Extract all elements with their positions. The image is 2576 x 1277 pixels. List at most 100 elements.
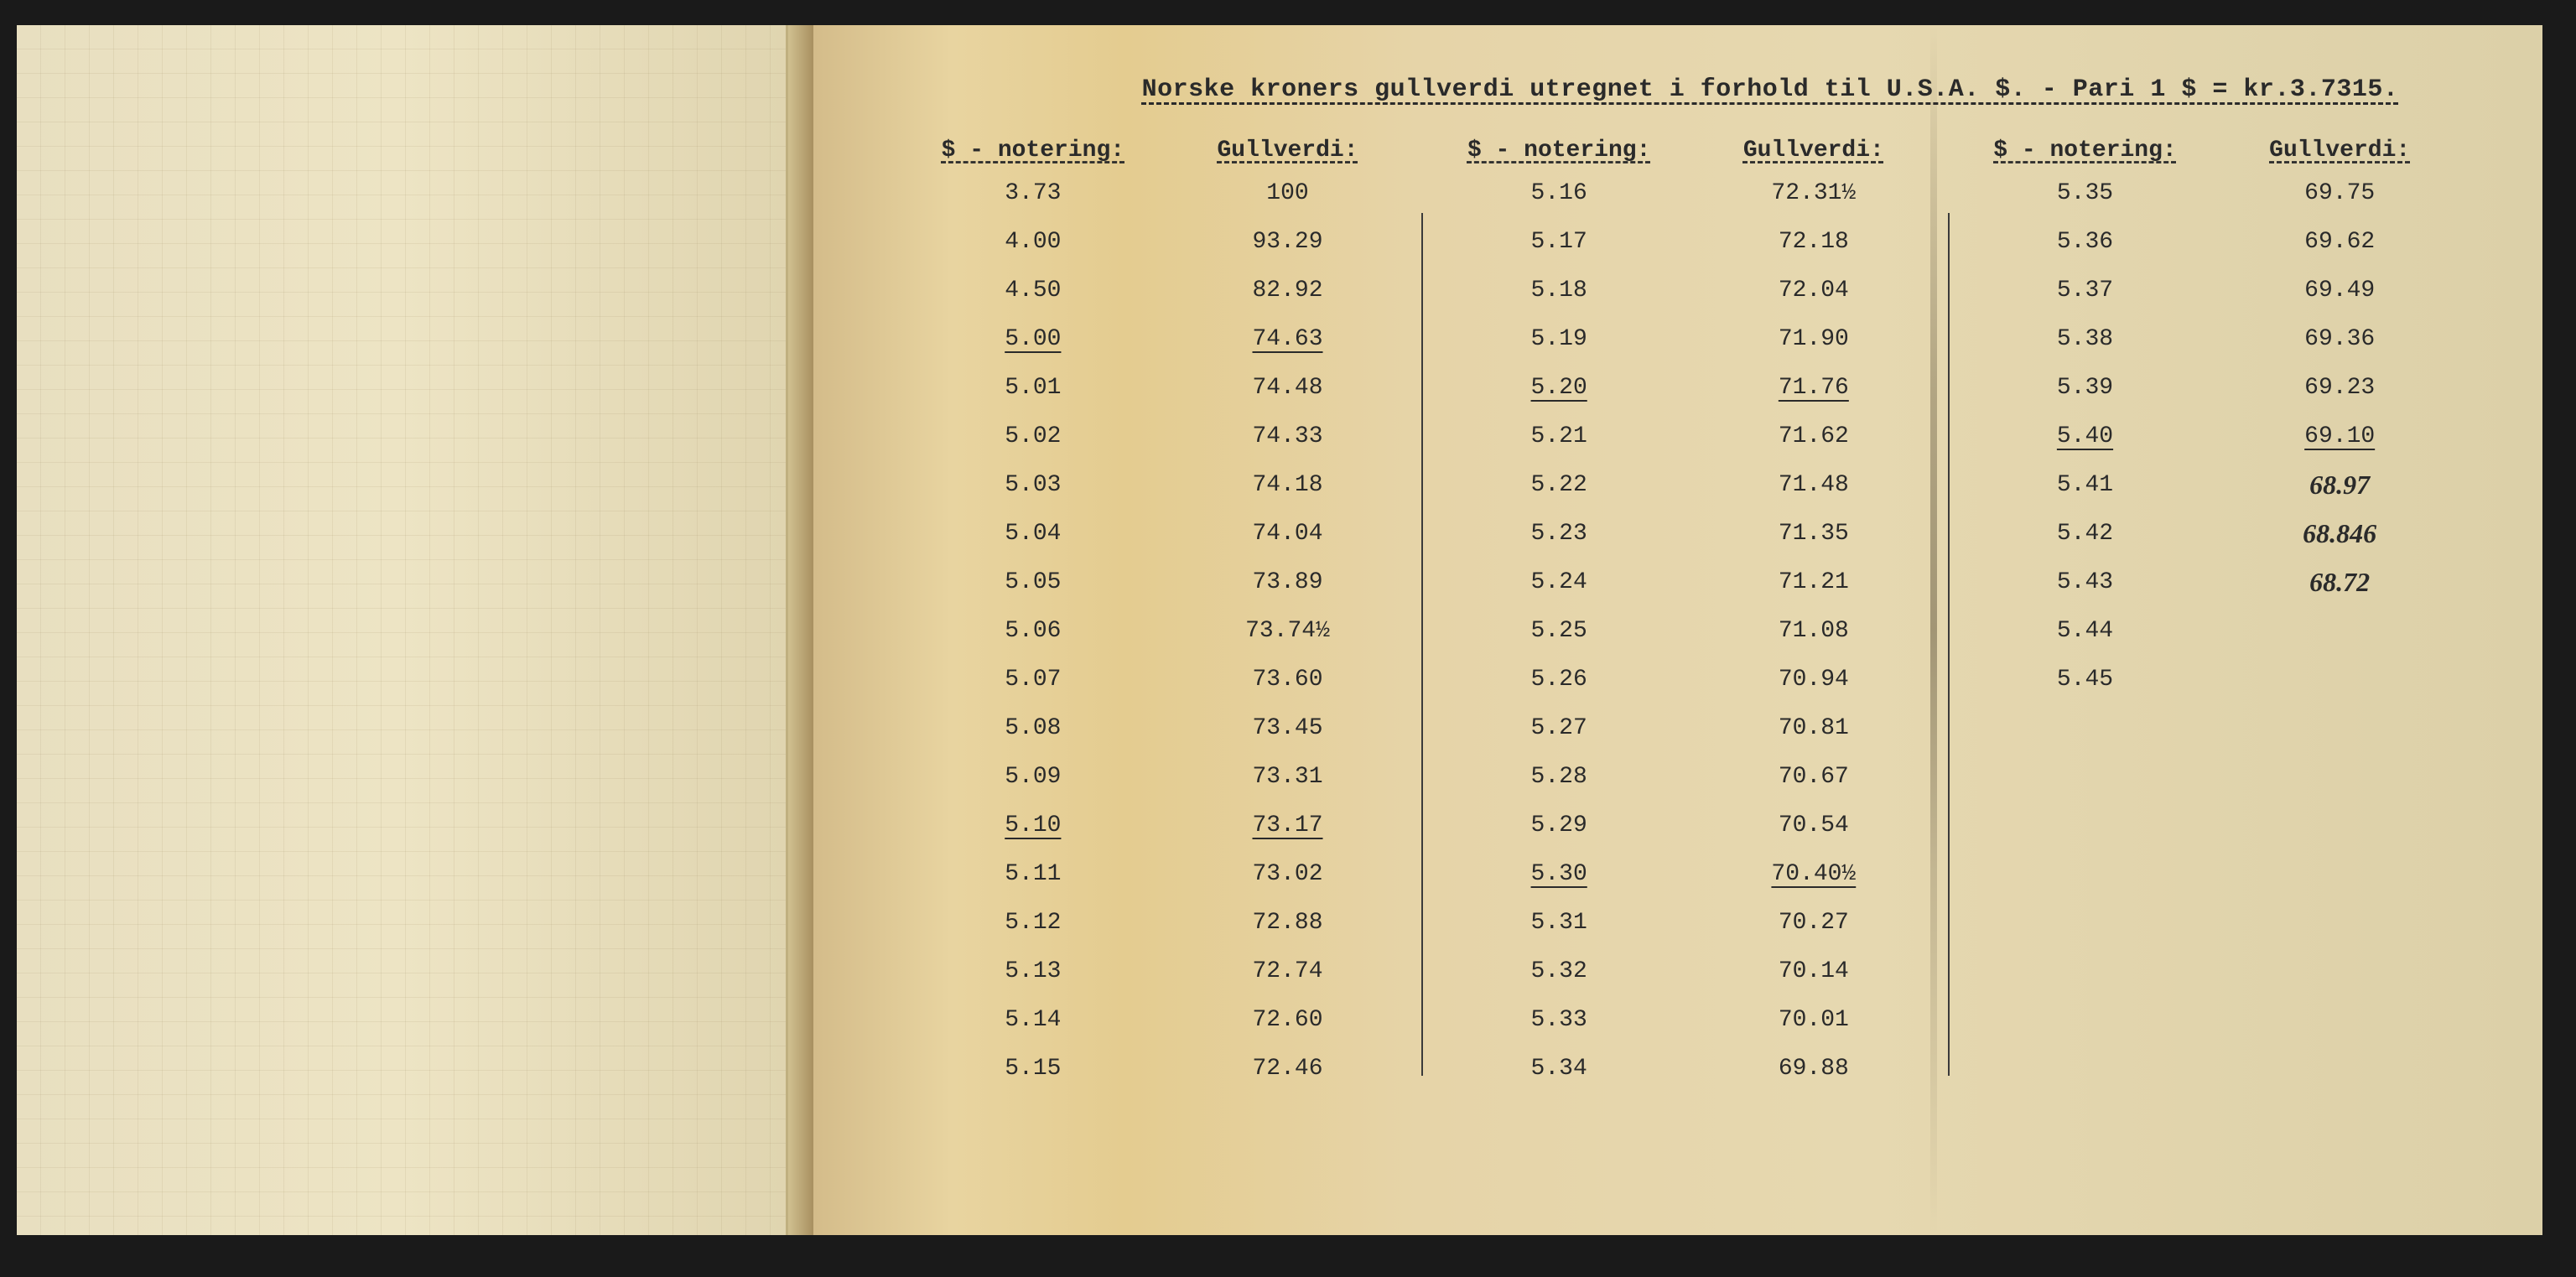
table-row: 5.27 70.81 <box>1448 703 1924 752</box>
cell-notering: 5.18 <box>1448 278 1670 304</box>
table-row: 5.39 69.23 <box>1975 363 2450 412</box>
table-row: 5.0573.89 <box>922 558 1398 606</box>
table-row: 5.0873.45 <box>922 703 1398 752</box>
cell-notering: 5.19 <box>1448 326 1670 352</box>
cell-notering: 5.04 <box>922 521 1144 547</box>
cell-gullverdi: 72.04 <box>1703 278 1924 304</box>
cell-notering: 5.26 <box>1448 667 1670 693</box>
column-group: $ - notering:Gullverdi:3.731004.0093.294… <box>897 138 1423 1093</box>
header-gullverdi: Gullverdi: <box>2229 138 2450 164</box>
cell-notering: 5.00 <box>922 326 1144 352</box>
cell-gullverdi: 73.74½ <box>1177 618 1399 644</box>
cell-notering: 5.12 <box>922 910 1144 936</box>
table-row: 5.1971.90 <box>1448 314 1924 363</box>
table-row: 5.4268.846 <box>1975 509 2450 558</box>
cell-gullverdi: 71.21 <box>1703 569 1924 595</box>
cell-gullverdi: 71.76 <box>1703 375 1924 401</box>
cell-gullverdi: 71.08 <box>1703 618 1924 644</box>
cell-gullverdi: 69.23 <box>2229 375 2450 401</box>
table-row: 5.3070.40½ <box>1448 849 1924 898</box>
cell-gullverdi: 69.62 <box>2229 229 2450 255</box>
cell-notering: 5.21 <box>1448 423 1670 449</box>
table-row: 5.2970.54 <box>1448 801 1924 849</box>
cell-gullverdi: 74.33 <box>1177 423 1399 449</box>
column-group: $ - notering:Gullverdi:5.1672.31½5.1772.… <box>1423 138 1949 1093</box>
cell-notering: 5.43 <box>1975 569 2196 595</box>
cell-notering: 5.32 <box>1448 958 1670 984</box>
right-table-page: Norske kroners gullverdi utregnet i forh… <box>813 25 2542 1235</box>
header-notering: $ - notering: <box>922 138 1144 164</box>
cell-gullverdi: 73.02 <box>1177 861 1399 887</box>
table-row: 4.5082.92 <box>922 266 1398 314</box>
table-row: 5.2371.35 <box>1448 509 1924 558</box>
cell-notering: 5.05 <box>922 569 1144 595</box>
header-gullverdi: Gullverdi: <box>1177 138 1399 164</box>
cell-gullverdi: 93.29 <box>1177 229 1399 255</box>
cell-notering: 5.44 <box>1975 618 2196 644</box>
table-row: 5.15 72.46 <box>922 1044 1398 1093</box>
table-row: 5.2571.08 <box>1448 606 1924 655</box>
cell-gullverdi: 70.81 <box>1703 715 1924 741</box>
cell-gullverdi: 68.846 <box>2229 518 2450 549</box>
cell-gullverdi: 73.31 <box>1177 764 1399 790</box>
cell-gullverdi: 74.48 <box>1177 375 1399 401</box>
table-row: 5.13 72.74 <box>922 947 1398 995</box>
cell-gullverdi: 100 <box>1177 180 1399 206</box>
table-row: 5.36 69.62 <box>1975 217 2450 266</box>
cell-notering: 3.73 <box>922 180 1144 206</box>
cell-notering: 5.17 <box>1448 229 1670 255</box>
table-row: 5.26 70.94 <box>1448 655 1924 703</box>
table-row: 5.0973.31 <box>922 752 1398 801</box>
cell-gullverdi: 82.92 <box>1177 278 1399 304</box>
table-row: 5.35 69.75 <box>1975 169 2450 217</box>
table-row: 5.3270.14 <box>1448 947 1924 995</box>
cell-notering: 5.38 <box>1975 326 2196 352</box>
cell-gullverdi: 70.94 <box>1703 667 1924 693</box>
cell-notering: 5.15 <box>922 1056 1144 1082</box>
cell-gullverdi: 73.60 <box>1177 667 1399 693</box>
cell-gullverdi: 68.97 <box>2229 470 2450 501</box>
cell-gullverdi: 73.45 <box>1177 715 1399 741</box>
cell-notering: 5.02 <box>922 423 1144 449</box>
cell-gullverdi: 69.49 <box>2229 278 2450 304</box>
cell-gullverdi: 72.74 <box>1177 958 1399 984</box>
book-binding <box>788 25 813 1235</box>
table-row: 5.04 74.04 <box>922 509 1398 558</box>
table-row: 5.4069.10 <box>1975 412 2450 460</box>
cell-gullverdi: 69.75 <box>2229 180 2450 206</box>
cell-notering: 5.31 <box>1448 910 1670 936</box>
header-notering: $ - notering: <box>1448 138 1670 164</box>
cell-notering: 5.35 <box>1975 180 2196 206</box>
cell-gullverdi: 70.54 <box>1703 812 1924 838</box>
left-graph-page <box>17 25 788 1235</box>
table-row: 3.73 100 <box>922 169 1398 217</box>
cell-gullverdi: 71.62 <box>1703 423 1924 449</box>
cell-gullverdi: 69.10 <box>2229 423 2450 449</box>
table-row: 5.4368.72 <box>1975 558 2450 606</box>
cell-gullverdi: 72.31½ <box>1703 180 1924 206</box>
cell-notering: 5.20 <box>1448 375 1670 401</box>
cell-notering: 5.36 <box>1975 229 2196 255</box>
cell-notering: 5.39 <box>1975 375 2196 401</box>
table-row: 5.31 70.27 <box>1448 898 1924 947</box>
cell-gullverdi: 70.67 <box>1703 764 1924 790</box>
cell-notering: 5.11 <box>922 861 1144 887</box>
cell-gullverdi: 74.04 <box>1177 521 1399 547</box>
cell-gullverdi: 71.35 <box>1703 521 1924 547</box>
cell-gullverdi: 72.46 <box>1177 1056 1399 1082</box>
document-title: Norske kroners gullverdi utregnet i forh… <box>1065 75 2475 104</box>
table-row: 5.44 <box>1975 606 2450 655</box>
cell-notering: 5.16 <box>1448 180 1670 206</box>
table-row: 5.20 71.76 <box>1448 363 1924 412</box>
cell-gullverdi: 69.88 <box>1703 1056 1924 1082</box>
cell-notering: 5.14 <box>922 1007 1144 1033</box>
cell-notering: 5.13 <box>922 958 1144 984</box>
table-row: 5.0773.60 <box>922 655 1398 703</box>
cell-gullverdi: 72.18 <box>1703 229 1924 255</box>
column-group: $ - notering:Gullverdi:5.3569.755.3669.6… <box>1950 138 2475 1093</box>
cell-notering: 5.24 <box>1448 569 1670 595</box>
cell-notering: 5.27 <box>1448 715 1670 741</box>
cell-gullverdi: 70.27 <box>1703 910 1924 936</box>
table-row: 5.4168.97 <box>1975 460 2450 509</box>
table-row: 5.0174.48 <box>922 363 1398 412</box>
